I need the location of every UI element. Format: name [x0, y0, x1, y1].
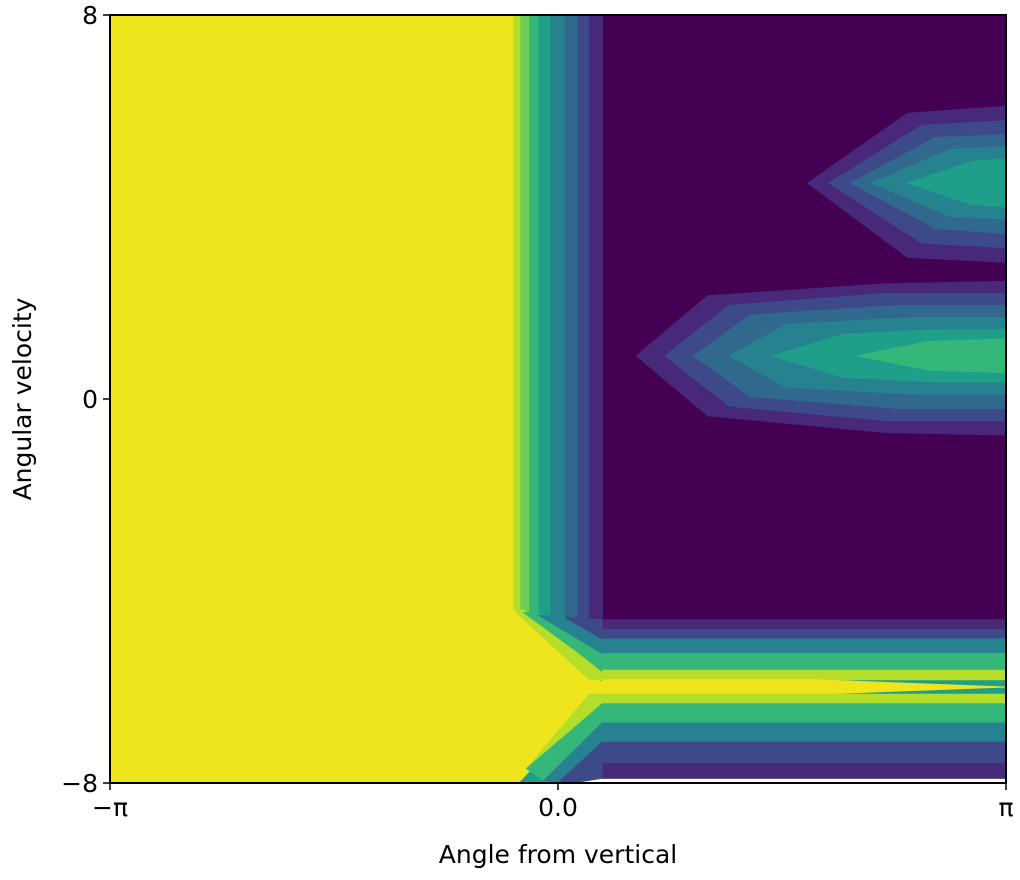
- x-tick-label: 0.0: [538, 793, 578, 822]
- y-tick-label: −8: [61, 769, 98, 798]
- contour-band-lower-band-2: [601, 628, 1006, 640]
- contour-band-corner-lower-3: [542, 721, 603, 783]
- contour-band-lower-band-1: [601, 619, 1006, 630]
- contour-upper-lobe-ring-5: [905, 158, 1006, 208]
- y-axis-label: Angular velocity: [8, 297, 37, 500]
- x-axis: −π 0.0 π: [92, 783, 1014, 822]
- y-axis: 8 0 −8: [61, 1, 110, 798]
- contour-band-lower-band-5: [601, 669, 1006, 681]
- contour-band-corner-wedge-4: [564, 616, 603, 640]
- contour-band-corner-lower-4: [557, 741, 603, 783]
- contour-band-lower-band-7: [601, 693, 1006, 705]
- contour-middle-lobe-ring-6: [857, 338, 1006, 374]
- contour-band-lower-band-9: [601, 722, 1006, 743]
- contour-band-left-band-4: [550, 15, 566, 618]
- contour-band-lower-band-11: [601, 763, 1006, 779]
- x-tick-label: π: [998, 793, 1013, 822]
- y-tick-label: 8: [82, 1, 98, 30]
- contour-band-corner-wedge-1: [512, 609, 603, 681]
- contour-band-left-band-1: [513, 15, 522, 611]
- contour-band-lower-band-8: [601, 703, 1006, 724]
- contour-band-lower-band-6: [601, 679, 1006, 695]
- contour-band-lower-band-4: [601, 652, 1006, 671]
- contour-band-left-band-6: [577, 15, 590, 621]
- contour-band-left-band-5: [564, 15, 579, 621]
- x-tick-label: −π: [92, 793, 128, 822]
- contour-band-left-band-7: [588, 15, 603, 621]
- y-tick-label: 0: [82, 385, 98, 414]
- x-axis-label: Angle from vertical: [439, 840, 677, 869]
- plot-area: [110, 15, 1006, 783]
- contour-band-lower-band-3: [601, 638, 1006, 654]
- contour-band-lower-band-10: [601, 741, 1006, 765]
- contour-band-left-band-3: [529, 15, 539, 616]
- contour-band-left-band-2: [520, 15, 530, 614]
